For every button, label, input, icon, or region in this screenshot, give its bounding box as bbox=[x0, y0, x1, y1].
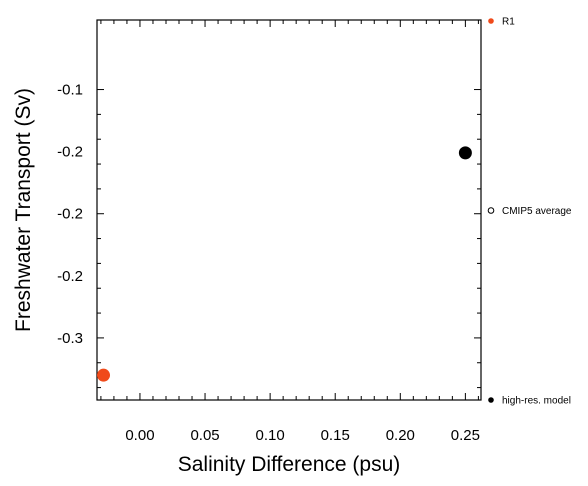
y-tick-label: -0.2 bbox=[57, 144, 83, 161]
legend-marker bbox=[488, 18, 494, 24]
data-points bbox=[97, 146, 472, 382]
y-tick-label: -0.2 bbox=[57, 268, 83, 285]
tick-marks bbox=[97, 20, 481, 400]
x-tick-label: 0.00 bbox=[125, 427, 154, 444]
x-tick-label: 0.10 bbox=[256, 427, 285, 444]
y-axis-title: Freshwater Transport (Sv) bbox=[12, 88, 35, 332]
legend: R1 CMIP5 average high-res. model bbox=[487, 17, 572, 407]
legend-marker bbox=[488, 397, 494, 403]
x-tick-label: 0.25 bbox=[451, 427, 480, 444]
y-tick-label: -0.3 bbox=[57, 330, 83, 347]
x-tick-label: 0.05 bbox=[190, 427, 219, 444]
y-tick-label: -0.1 bbox=[57, 82, 83, 99]
legend-label: CMIP5 average bbox=[502, 206, 572, 217]
legend-marker bbox=[487, 207, 495, 214]
legend-label: R1 bbox=[502, 17, 515, 28]
data-point bbox=[458, 146, 472, 160]
legend-label: high-res. model bbox=[502, 396, 571, 407]
x-tick-labels: 0.00 0.05 0.10 0.15 0.20 0.25 bbox=[125, 427, 480, 444]
data-point bbox=[97, 368, 111, 382]
y-tick-labels: -0.1 -0.2 -0.2 -0.2 -0.3 bbox=[57, 82, 83, 347]
y-tick-label: -0.2 bbox=[57, 206, 83, 223]
plot-frame bbox=[96, 19, 482, 401]
x-tick-label: 0.20 bbox=[386, 427, 415, 444]
x-tick-label: 0.15 bbox=[321, 427, 350, 444]
x-axis-title: Salinity Difference (psu) bbox=[178, 453, 401, 476]
